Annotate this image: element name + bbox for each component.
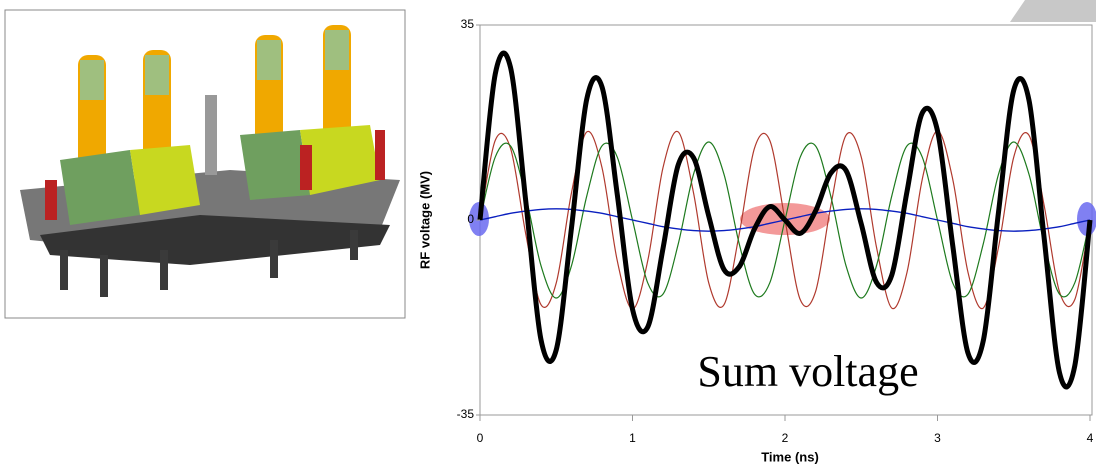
x-tick-label: 0 bbox=[477, 431, 484, 445]
x-tick-label: 3 bbox=[934, 431, 941, 445]
series-line bbox=[477, 50, 1093, 390]
corner-decoration bbox=[1010, 0, 1096, 22]
legs bbox=[60, 230, 358, 297]
annotation: Sum voltage bbox=[697, 347, 918, 396]
y-tick-label: 35 bbox=[461, 17, 475, 31]
x-tick-label: 1 bbox=[629, 431, 636, 445]
rail bbox=[40, 215, 390, 265]
cavities bbox=[45, 25, 385, 225]
y-tick-label: 0 bbox=[467, 212, 474, 226]
x-tick-label: 2 bbox=[782, 431, 789, 445]
y-axis-label: RF voltage (MV) bbox=[417, 171, 432, 269]
x-axis-label: Time (ns) bbox=[761, 449, 819, 464]
x-tick-label: 4 bbox=[1087, 431, 1094, 445]
machine-illustration bbox=[4, 9, 406, 319]
y-tick-label: -35 bbox=[457, 407, 475, 421]
